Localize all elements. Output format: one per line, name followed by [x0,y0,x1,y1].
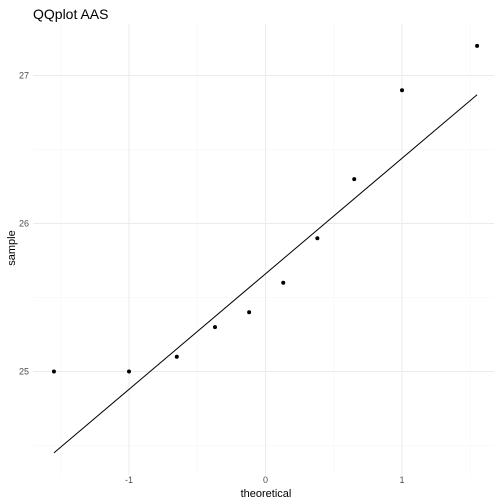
y-tick-label: 27 [19,71,29,81]
data-point [400,88,404,93]
data-point [127,369,131,374]
data-point [174,354,179,359]
grid [33,24,494,475]
y-tick-label: 25 [19,367,29,377]
x-tick-labels: -1 0 1 [125,475,405,485]
x-axis-label: theoretical [241,488,292,500]
x-tick-label: 1 [399,475,404,485]
data-point [315,236,320,241]
chart-title: QQplot AAS [33,6,108,22]
data-point [247,310,252,315]
data-point [281,280,286,285]
x-tick-label: 0 [263,475,268,485]
y-axis-label: sample [6,230,18,265]
data-point [475,43,480,48]
y-tick-labels: 25 26 27 [19,71,29,377]
points-layer [51,43,480,374]
data-point [352,177,357,182]
reference-line [53,94,478,454]
data-point [212,325,217,330]
data-point [51,369,56,374]
y-tick-label: 26 [19,219,29,229]
reference-line-layer [53,94,478,454]
x-tick-label: -1 [125,475,133,485]
